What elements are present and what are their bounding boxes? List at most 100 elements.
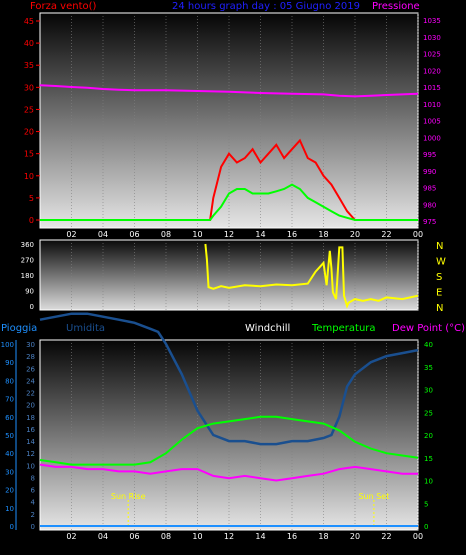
direction-tick-90: 90 [25, 288, 34, 296]
panel2-series [204, 243, 419, 309]
humidity-tick-10: 10 [26, 462, 35, 470]
temp-tick-0: 0 [424, 523, 428, 531]
temp-tick-25: 25 [424, 409, 433, 417]
wind-tick-35: 35 [24, 61, 34, 70]
humidity-tick-24: 24 [26, 377, 35, 385]
rain-tick-10: 10 [5, 505, 14, 513]
series-humidity [39, 312, 419, 446]
rain-axis-label: Pioggia [1, 323, 37, 334]
sun-rise-label: Sun Rise [111, 492, 146, 501]
compass-N-4: N [436, 303, 443, 314]
windchill-label: Windchill [245, 323, 290, 334]
pressure-tick-980: 980 [423, 201, 436, 209]
series-pressure [39, 84, 419, 98]
rain-tick-90: 90 [5, 359, 14, 367]
rain-tick-30: 30 [5, 468, 14, 476]
wind-tick-5: 5 [29, 194, 34, 203]
x-tick-10: 10 [192, 230, 202, 239]
pressure-axis-label: Pressione [372, 1, 420, 12]
compass-E-3: E [436, 288, 442, 299]
direction-tick-270: 270 [21, 257, 34, 265]
x-tick-08: 08 [161, 230, 171, 239]
temp-tick-30: 30 [424, 387, 433, 395]
x-tick-20: 20 [350, 230, 360, 239]
humidity-tick-18: 18 [26, 414, 35, 422]
pressure-tick-975: 975 [423, 218, 436, 226]
x-tick-00: 00 [413, 230, 423, 239]
series-wind [40, 138, 418, 221]
x-tick-18: 18 [318, 230, 328, 239]
panel2-direction-ticks: 0 90 180 270 360 [21, 241, 34, 311]
compass-N-0: N [436, 241, 443, 252]
x-tick-18: 18 [318, 532, 328, 541]
humidity-tick-16: 16 [26, 426, 35, 434]
pressure-tick-1015: 1015 [423, 84, 441, 92]
panel3-temperature-ticks: 0 5 10 15 20 25 30 35 40 [424, 341, 433, 531]
rain-tick-70: 70 [5, 396, 14, 404]
x-tick-20: 20 [350, 532, 360, 541]
rain-tick-100: 100 [1, 341, 14, 349]
temp-tick-40: 40 [424, 341, 433, 349]
humidity-tick-8: 8 [31, 474, 35, 482]
rain-tick-60: 60 [5, 414, 14, 422]
humidity-tick-4: 4 [31, 499, 36, 507]
rain-tick-20: 20 [5, 487, 14, 495]
wind-tick-20: 20 [24, 128, 34, 137]
x-tick-02: 02 [66, 230, 76, 239]
temp-tick-20: 20 [424, 432, 433, 440]
x-tick-06: 06 [129, 532, 139, 541]
humidity-tick-22: 22 [26, 390, 35, 398]
series-gust_avg [40, 183, 418, 221]
dewpoint-axis-label: Dew Point (°C) [392, 323, 465, 334]
x-tick-22: 22 [381, 532, 391, 541]
x-tick-06: 06 [129, 230, 139, 239]
x-tick-12: 12 [224, 230, 234, 239]
humidity-tick-14: 14 [26, 438, 35, 446]
panel1-time-ticks: 02 04 06 08 10 12 14 16 18 20 22 00 [66, 230, 423, 239]
temp-tick-15: 15 [424, 455, 433, 463]
wind-tick-30: 30 [24, 83, 34, 92]
wind-tick-40: 40 [24, 39, 34, 48]
series-dewpoint [39, 463, 418, 482]
pressure-tick-1020: 1020 [423, 67, 441, 75]
humidity-tick-30: 30 [26, 341, 35, 349]
sun-set-label: Sun Set [358, 492, 389, 501]
humidity-tick-20: 20 [26, 402, 35, 410]
wind-axis-label: Forza vento() [30, 1, 97, 12]
panel3-rain-ticks: 0 10 20 30 40 50 60 70 80 90 100 [1, 340, 17, 531]
temperature-label: Temperatura [311, 323, 376, 334]
wind-tick-45: 45 [24, 17, 34, 26]
series-temperature [39, 415, 419, 466]
wind-tick-25: 25 [24, 105, 34, 114]
x-tick-16: 16 [287, 532, 297, 541]
pressure-tick-1025: 1025 [423, 51, 441, 59]
pressure-tick-1005: 1005 [423, 118, 441, 126]
panel3-series [39, 312, 419, 527]
pressure-tick-1010: 1010 [423, 101, 441, 109]
humidity-tick-26: 26 [26, 365, 35, 373]
humidity-tick-12: 12 [26, 450, 35, 458]
rain-tick-80: 80 [5, 377, 14, 385]
chart-title: 24 hours graph day : 05 Giugno 2019 [172, 1, 360, 12]
humidity-tick-0: 0 [31, 523, 35, 531]
panel1-series [39, 84, 419, 221]
x-tick-04: 04 [98, 532, 108, 541]
compass-W-1: W [436, 257, 446, 268]
pressure-tick-985: 985 [423, 185, 436, 193]
compass-S-2: S [436, 272, 442, 283]
rain-tick-40: 40 [5, 450, 14, 458]
pressure-tick-995: 995 [423, 151, 436, 159]
series-direction [204, 243, 419, 309]
x-tick-14: 14 [255, 532, 265, 541]
panel3-time-ticks: 02 04 06 08 10 12 14 16 18 20 22 00 [66, 532, 423, 541]
x-tick-22: 22 [381, 230, 391, 239]
x-tick-04: 04 [98, 230, 108, 239]
x-tick-12: 12 [224, 532, 234, 541]
temp-tick-5: 5 [424, 500, 428, 508]
humidity-axis-label: Umidita [66, 323, 105, 334]
wind-tick-0: 0 [29, 216, 34, 225]
rain-tick-0: 0 [10, 523, 14, 531]
humidity-tick-28: 28 [26, 353, 35, 361]
